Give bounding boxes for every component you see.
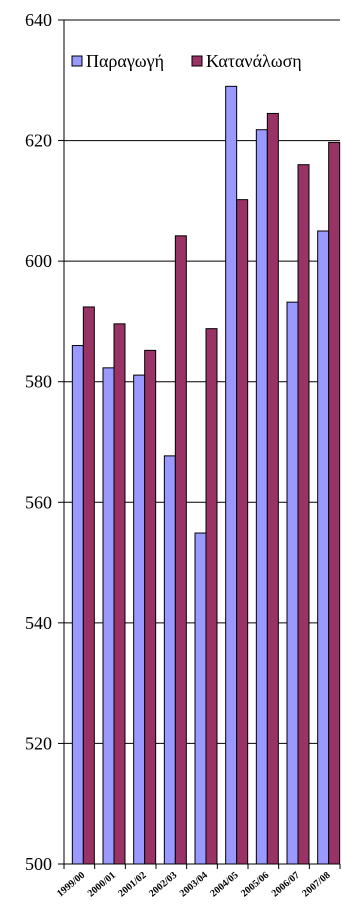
bar-production [194, 532, 207, 865]
y-tick-label: 520 [25, 733, 52, 753]
x-tick-label: 2003/04 [178, 870, 210, 899]
bar-consumption [82, 306, 95, 865]
x-tick-label: 1999/00 [55, 870, 87, 899]
bar-consumption [205, 328, 218, 865]
bar-production [163, 455, 176, 865]
bar-production [286, 301, 299, 865]
bar-production [102, 367, 115, 865]
x-tick-label: 2005/06 [239, 870, 271, 899]
y-tick-label: 500 [25, 854, 52, 874]
y-tick-label: 620 [25, 131, 52, 151]
legend-label: Κατανάλωση [206, 51, 302, 71]
bar-consumption [297, 164, 310, 865]
x-tick-label: 2006/07 [270, 870, 302, 899]
bar-consumption [328, 141, 341, 865]
bar-consumption [236, 199, 249, 865]
axes [58, 19, 341, 869]
x-tick-labels: 1999/002000/012001/022002/032003/042004/… [55, 870, 333, 899]
legend-label: Παραγωγή [86, 51, 164, 71]
bars [71, 85, 341, 865]
legend-swatch [191, 55, 203, 67]
x-tick-label: 2007/08 [300, 870, 332, 899]
bar-production [71, 345, 84, 865]
y-tick-label: 640 [25, 10, 52, 30]
bar-production [133, 374, 146, 865]
legend: Παραγωγή Κατανάλωση [71, 51, 302, 71]
bar-consumption [113, 323, 126, 865]
bar-consumption [174, 235, 187, 865]
bar-production [255, 129, 268, 865]
bar-production [317, 230, 330, 865]
x-tick-label: 2004/05 [208, 870, 240, 899]
y-tick-labels: 500 520 540 560 580 600 620 640 [25, 10, 52, 874]
y-tick-label: 600 [25, 251, 52, 271]
x-tick-label: 2002/03 [147, 870, 179, 899]
bar-production [225, 85, 238, 865]
bar-consumption [266, 112, 279, 865]
x-tick-label: 2001/02 [116, 870, 148, 899]
x-tick-label: 2000/01 [86, 870, 118, 899]
legend-swatch [71, 55, 83, 67]
y-tick-label: 560 [25, 492, 52, 512]
y-tick-label: 540 [25, 613, 52, 633]
bar-consumption [144, 349, 157, 865]
y-tick-label: 580 [25, 372, 52, 392]
